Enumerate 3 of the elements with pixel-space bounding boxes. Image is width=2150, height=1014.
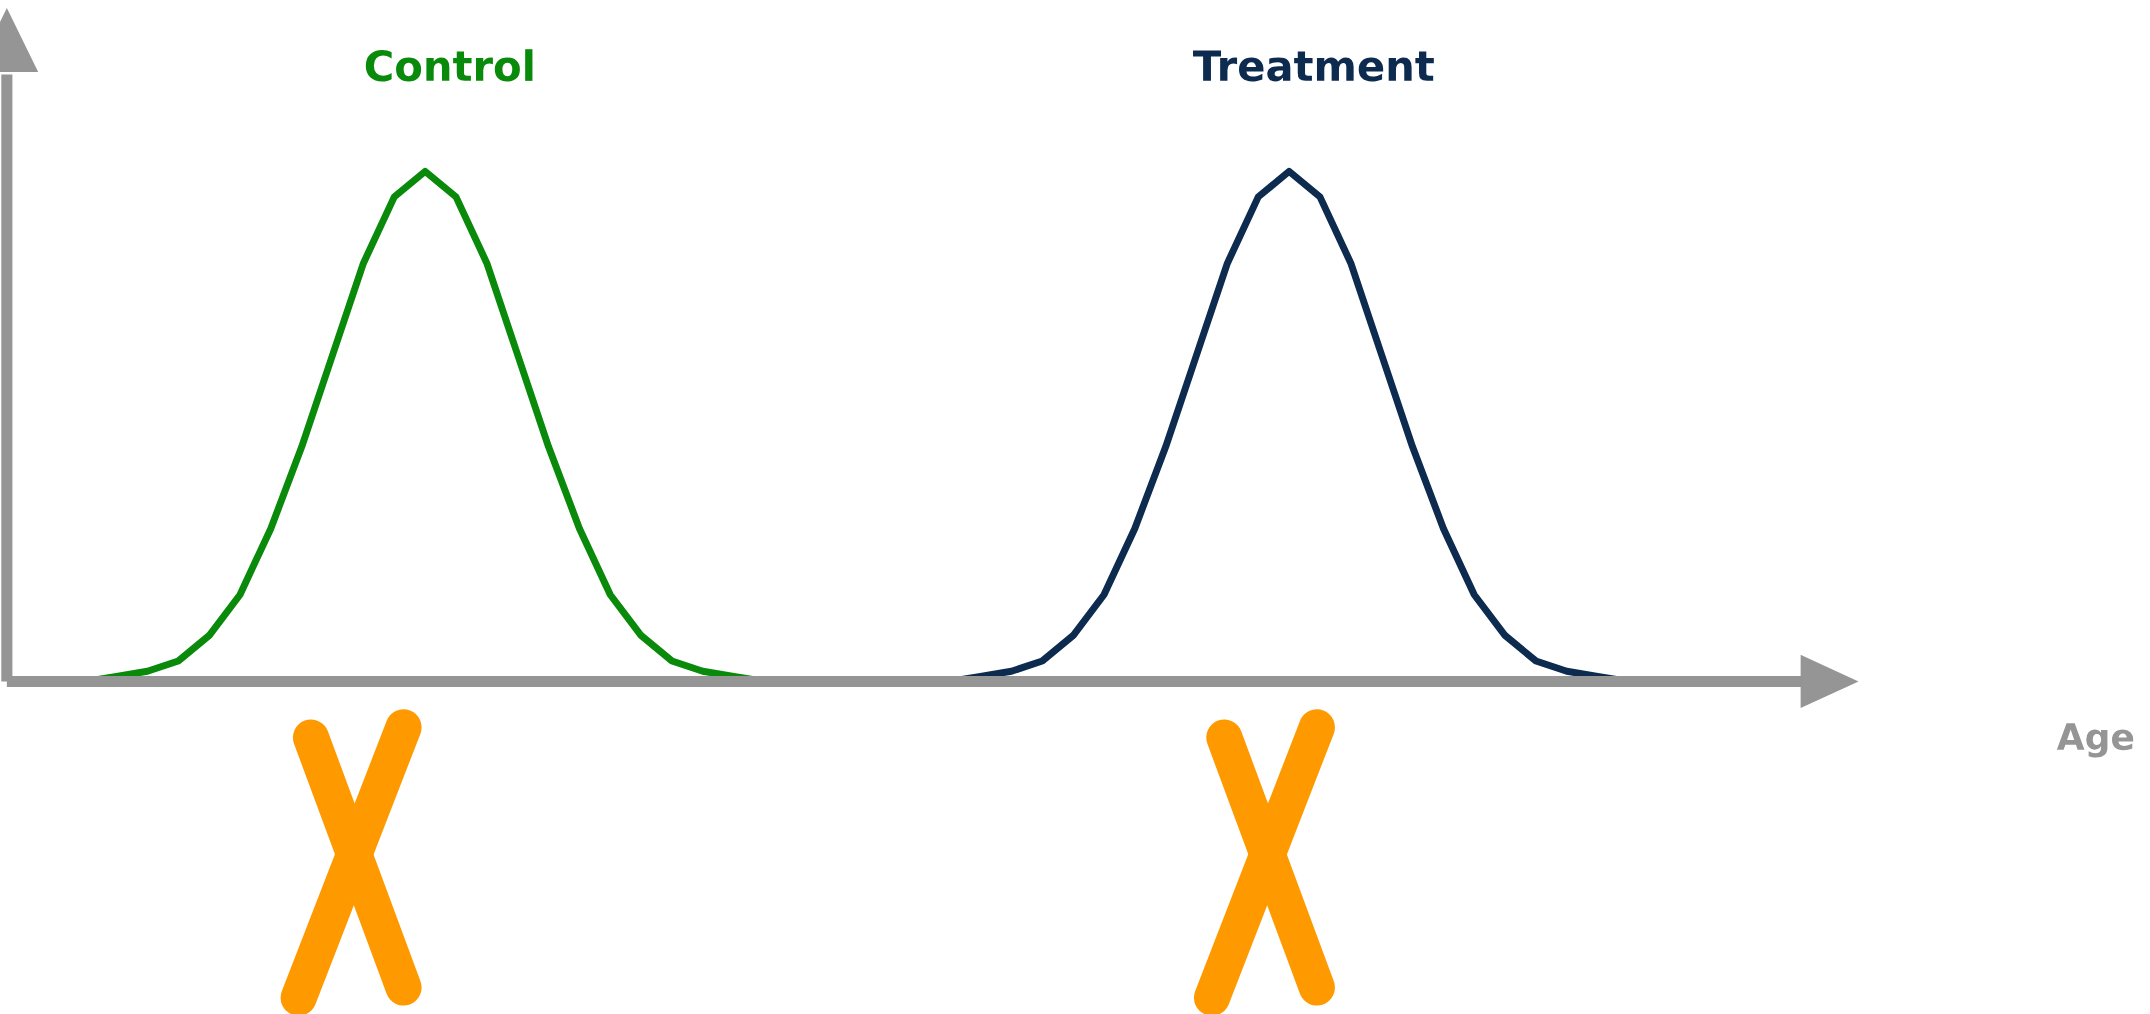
text: Treatment (1193, 50, 1434, 82)
text: Control (365, 49, 533, 82)
text: Age (2056, 723, 2134, 758)
